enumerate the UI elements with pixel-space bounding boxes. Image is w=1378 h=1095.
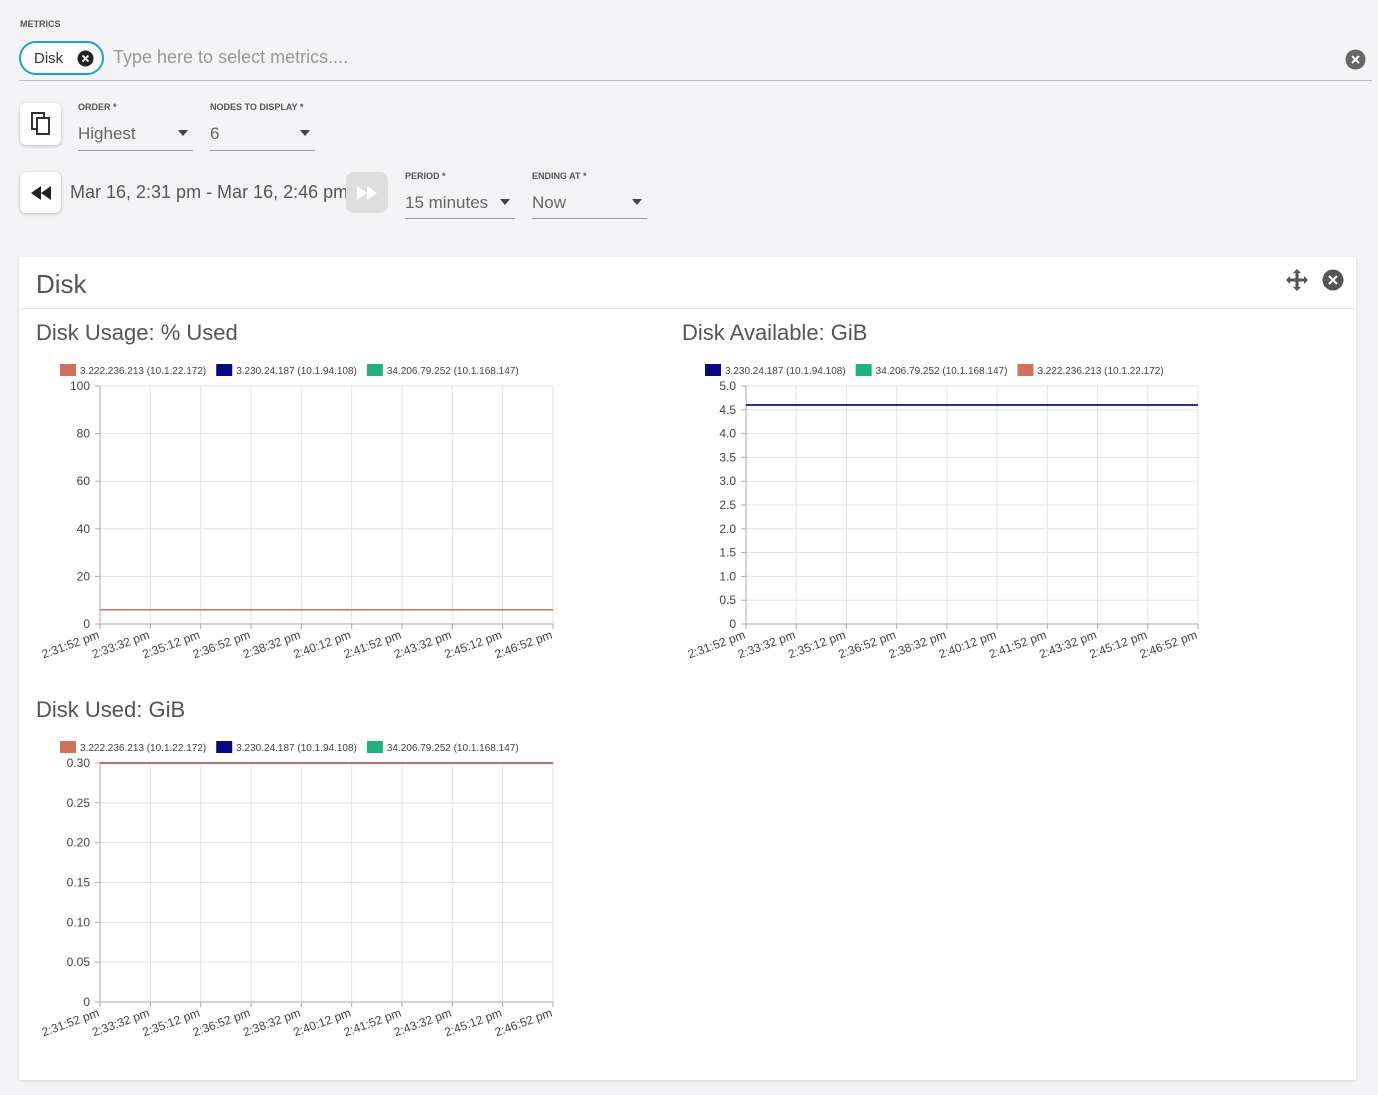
x-tick-label: 2:41:52 pm xyxy=(342,1006,403,1040)
x-tick-label: 2:40:12 pm xyxy=(291,628,352,662)
x-tick-label: 2:40:12 pm xyxy=(937,628,998,662)
x-tick-label: 2:33:32 pm xyxy=(90,628,151,662)
x-tick-label: 2:43:32 pm xyxy=(1037,628,1098,662)
y-tick-label: 0 xyxy=(83,617,90,631)
x-tick-label: 2:41:52 pm xyxy=(342,628,403,662)
legend-label: 34.206.79.252 (10.1.168.147) xyxy=(387,743,519,754)
x-tick-label: 2:43:32 pm xyxy=(392,1006,453,1040)
x-tick-label: 2:38:32 pm xyxy=(887,628,948,662)
y-tick-label: 2.0 xyxy=(719,522,736,536)
y-tick-label: 3.0 xyxy=(719,474,736,488)
legend-label: 3.222.236.213 (10.1.22.172) xyxy=(80,366,206,377)
x-tick-label: 2:31:52 pm xyxy=(686,628,747,662)
x-tick-label: 2:43:32 pm xyxy=(392,628,453,662)
x-tick-label: 2:35:12 pm xyxy=(140,1006,201,1040)
y-tick-label: 0.15 xyxy=(67,876,91,890)
chart-title: Disk Available: GiB xyxy=(682,320,867,345)
y-tick-label: 5.0 xyxy=(719,379,736,393)
y-tick-label: 2.5 xyxy=(719,498,736,512)
y-tick-label: 3.5 xyxy=(719,450,736,464)
x-tick-label: 2:31:52 pm xyxy=(40,1006,101,1040)
y-tick-label: 40 xyxy=(77,522,91,536)
x-tick-label: 2:45:12 pm xyxy=(442,1006,503,1040)
x-tick-label: 2:35:12 pm xyxy=(140,628,201,662)
y-tick-label: 0.25 xyxy=(67,796,91,810)
y-tick-label: 1.5 xyxy=(719,546,736,560)
y-tick-label: 4.0 xyxy=(719,427,736,441)
x-tick-label: 2:45:12 pm xyxy=(442,628,503,662)
x-tick-label: 2:33:32 pm xyxy=(736,628,797,662)
legend-swatch xyxy=(60,364,76,376)
x-tick-label: 2:40:12 pm xyxy=(291,1006,352,1040)
legend-label: 3.230.24.187 (10.1.94.108) xyxy=(236,743,357,754)
y-tick-label: 100 xyxy=(70,379,90,393)
legend-swatch xyxy=(60,741,76,753)
legend-swatch xyxy=(367,364,383,376)
y-tick-label: 0.5 xyxy=(719,593,736,607)
legend-swatch xyxy=(216,364,232,376)
legend-label: 34.206.79.252 (10.1.168.147) xyxy=(876,366,1008,377)
y-tick-label: 80 xyxy=(77,427,91,441)
legend-label: 3.230.24.187 (10.1.94.108) xyxy=(725,366,846,377)
legend-swatch xyxy=(216,741,232,753)
y-tick-label: 0.20 xyxy=(67,836,91,850)
legend-label: 3.222.236.213 (10.1.22.172) xyxy=(80,743,206,754)
y-tick-label: 1.0 xyxy=(719,569,736,583)
legend-swatch xyxy=(367,741,383,753)
x-tick-label: 2:38:32 pm xyxy=(241,1006,302,1040)
y-tick-label: 0.30 xyxy=(67,756,91,770)
y-tick-label: 20 xyxy=(77,569,91,583)
x-tick-label: 2:38:32 pm xyxy=(241,628,302,662)
chart-title: Disk Usage: % Used xyxy=(36,320,238,345)
x-tick-label: 2:36:52 pm xyxy=(836,628,897,662)
x-tick-label: 2:41:52 pm xyxy=(987,628,1048,662)
x-tick-label: 2:31:52 pm xyxy=(40,628,101,662)
x-tick-label: 2:46:52 pm xyxy=(493,1006,554,1040)
x-tick-label: 2:46:52 pm xyxy=(1138,628,1199,662)
chart-title: Disk Used: GiB xyxy=(36,697,185,722)
x-tick-label: 2:36:52 pm xyxy=(191,1006,252,1040)
legend-label: 3.230.24.187 (10.1.94.108) xyxy=(236,366,357,377)
y-tick-label: 4.5 xyxy=(719,403,736,417)
y-tick-label: 0 xyxy=(729,617,736,631)
y-tick-label: 0.05 xyxy=(67,955,91,969)
y-tick-label: 60 xyxy=(77,474,91,488)
y-tick-label: 0.10 xyxy=(67,915,91,929)
x-tick-label: 2:46:52 pm xyxy=(493,628,554,662)
legend-swatch xyxy=(856,364,872,376)
legend-label: 34.206.79.252 (10.1.168.147) xyxy=(387,366,519,377)
legend-swatch xyxy=(705,364,721,376)
x-tick-label: 2:33:32 pm xyxy=(90,1006,151,1040)
x-tick-label: 2:45:12 pm xyxy=(1088,628,1149,662)
legend-swatch xyxy=(1017,364,1033,376)
y-tick-label: 0 xyxy=(83,995,90,1009)
x-tick-label: 2:35:12 pm xyxy=(786,628,847,662)
x-tick-label: 2:36:52 pm xyxy=(191,628,252,662)
legend-label: 3.222.236.213 (10.1.22.172) xyxy=(1037,366,1163,377)
